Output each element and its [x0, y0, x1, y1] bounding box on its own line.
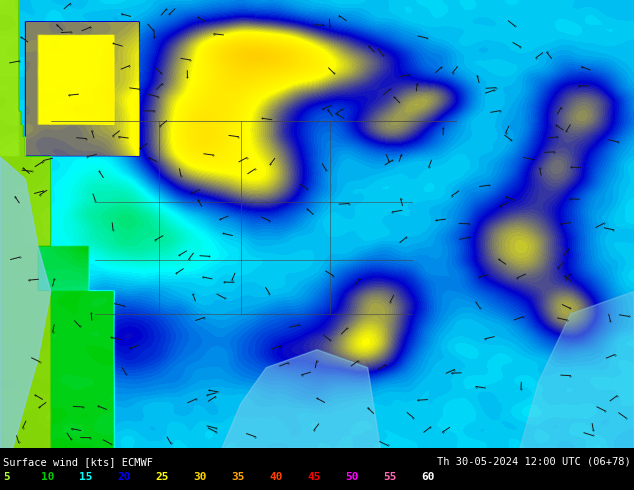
Text: 15: 15 [79, 472, 93, 482]
Text: Surface wind [kts] ECMWF: Surface wind [kts] ECMWF [3, 457, 153, 466]
Text: 60: 60 [422, 472, 435, 482]
Polygon shape [222, 350, 380, 448]
Text: 25: 25 [155, 472, 169, 482]
Text: 5: 5 [3, 472, 10, 482]
Text: 40: 40 [269, 472, 283, 482]
Text: 45: 45 [307, 472, 321, 482]
Text: 10: 10 [41, 472, 55, 482]
Polygon shape [520, 292, 634, 448]
Text: 55: 55 [384, 472, 397, 482]
Text: Th 30-05-2024 12:00 UTC (06+78): Th 30-05-2024 12:00 UTC (06+78) [437, 457, 631, 466]
Text: 20: 20 [117, 472, 131, 482]
Text: 30: 30 [193, 472, 207, 482]
Polygon shape [0, 157, 51, 448]
Text: 50: 50 [346, 472, 359, 482]
Text: 35: 35 [231, 472, 245, 482]
